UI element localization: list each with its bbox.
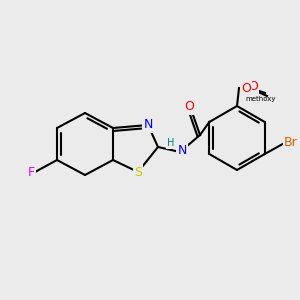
Text: H: H — [167, 139, 175, 148]
Text: O: O — [184, 100, 194, 113]
Text: N: N — [143, 118, 153, 131]
Text: O: O — [241, 82, 251, 94]
Text: N: N — [177, 143, 187, 157]
Text: F: F — [27, 166, 34, 178]
Text: Br: Br — [284, 136, 298, 148]
Text: O: O — [248, 80, 258, 92]
Text: S: S — [134, 166, 142, 178]
Text: methoxy: methoxy — [246, 96, 276, 102]
